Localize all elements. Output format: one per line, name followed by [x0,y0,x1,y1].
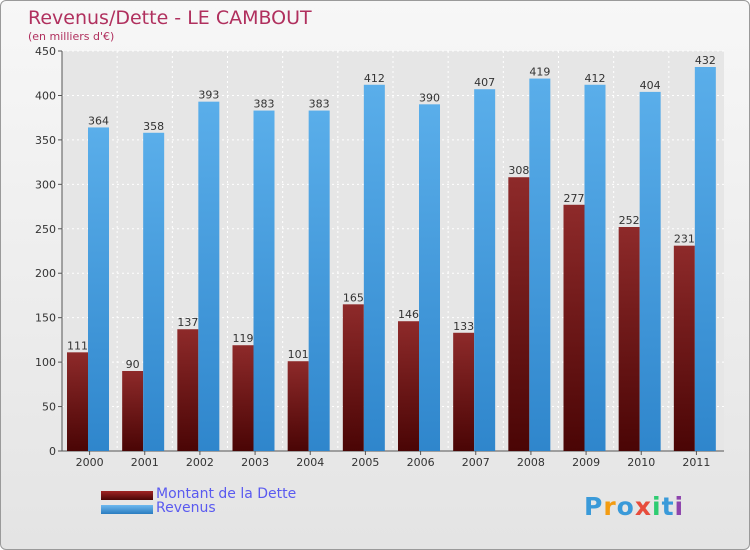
x-tick-label: 2008 [517,456,545,469]
y-tick-label: 400 [35,89,56,102]
bar-revenus [639,91,661,451]
bar-dette [232,345,254,451]
bar-revenus [474,89,496,451]
data-label-revenus: 432 [695,54,716,67]
x-tick-label: 2000 [76,456,104,469]
data-label-dette: 133 [453,320,474,333]
bar-dette [618,227,640,451]
bar-dette [453,332,475,451]
bar-dette [177,329,199,451]
logo-letter: P [584,492,604,521]
legend-swatch-dette [101,491,153,500]
y-tick-label: 100 [35,356,56,369]
bar-dette [287,361,309,451]
bar-dette [398,321,419,451]
x-tick-label: 2003 [241,456,269,469]
x-tick-label: 2004 [296,456,324,469]
data-label-dette: 231 [674,233,695,246]
data-label-revenus: 412 [585,72,606,85]
bar-revenus [198,101,220,452]
y-tick-label: 450 [35,45,56,58]
bar-revenus [419,104,440,451]
data-label-revenus: 383 [309,98,330,111]
x-tick-label: 2006 [407,456,435,469]
bar-revenus [88,127,109,451]
data-label-revenus: 364 [88,114,109,127]
data-label-dette: 111 [67,339,88,352]
legend-label-dette: Montant de la Dette [156,486,297,502]
data-label-revenus: 383 [254,98,275,111]
logo-letter: r [603,492,617,521]
data-label-dette: 146 [398,308,419,321]
y-tick-label: 150 [35,312,56,325]
data-label-dette: 165 [343,291,364,304]
data-label-revenus: 407 [474,76,495,89]
bar-revenus [143,132,165,451]
legend-swatch-revenus [101,505,153,514]
data-label-dette: 101 [288,348,309,361]
data-label-dette: 119 [233,332,254,345]
data-label-dette: 90 [126,358,140,371]
data-label-revenus: 393 [198,89,219,102]
x-tick-label: 2009 [572,456,600,469]
logo-letter: t [661,492,675,521]
logo-letter: o [616,492,635,521]
logo-letter: i [652,492,662,521]
bar-revenus [363,84,385,452]
legend-label-revenus: Revenus [156,500,216,516]
chart-title: Revenus/Dette - LE CAMBOUT [28,7,312,29]
data-label-revenus: 412 [364,72,385,85]
y-tick-label: 250 [35,223,56,236]
x-tick-label: 2011 [682,456,710,469]
x-tick-label: 2007 [462,456,490,469]
x-tick-label: 2005 [351,456,379,469]
chart-subtitle: (en milliers d'€) [28,30,115,43]
bar-dette [508,177,530,451]
data-label-dette: 252 [619,214,640,227]
bar-dette [673,245,695,451]
x-tick-label: 2002 [186,456,214,469]
bar-revenus [529,78,551,452]
y-tick-label: 200 [35,267,56,280]
x-tick-label: 2001 [131,456,159,469]
y-tick-label: 50 [42,401,56,414]
data-label-revenus: 358 [143,120,164,133]
data-label-dette: 137 [177,316,198,329]
bar-dette [342,304,364,451]
bar-dette [122,371,144,451]
bar-revenus [584,84,606,452]
bar-dette [563,204,585,451]
bar-revenus [308,110,330,452]
logo-letter: i [674,492,685,521]
data-label-dette: 277 [564,192,585,205]
y-tick-label: 350 [35,134,56,147]
bar-dette [67,352,88,451]
data-label-revenus: 419 [529,66,550,79]
x-tick-label: 2010 [627,456,655,469]
proxiti-logo: Proxiti [584,492,684,521]
data-label-dette: 308 [508,164,529,177]
bar-revenus [253,110,275,452]
data-label-revenus: 404 [640,79,661,92]
bar-revenus [694,67,716,451]
y-tick-label: 300 [35,178,56,191]
y-tick-label: 0 [49,445,56,458]
logo-letter: x [634,492,652,521]
data-label-revenus: 390 [419,91,440,104]
